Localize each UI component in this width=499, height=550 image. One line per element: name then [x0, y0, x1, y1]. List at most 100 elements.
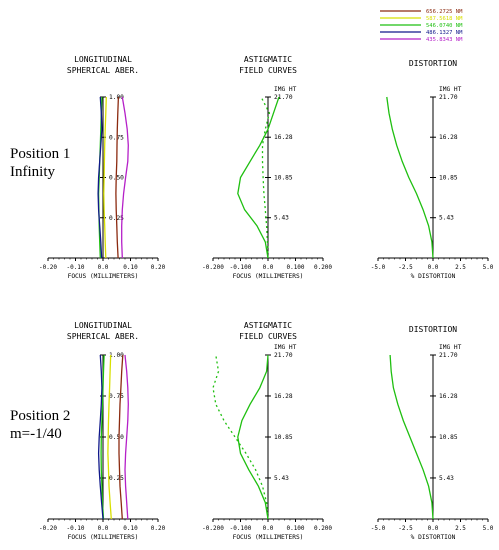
x-tick-label: -5.0	[371, 525, 386, 532]
x-tick-label: -0.100	[230, 525, 252, 532]
series-line-2	[103, 96, 107, 259]
series-line-1	[118, 354, 124, 520]
series-line-5	[124, 354, 129, 520]
series-line-3	[100, 354, 105, 520]
chart-title: DISTORTION	[409, 59, 457, 68]
series-line-5	[121, 96, 129, 259]
x-tick-label: 5.0	[483, 525, 494, 532]
series-line-1	[389, 354, 434, 520]
y-axis-title: IMG HT	[274, 344, 297, 351]
x-tick-label: 0.100	[286, 525, 304, 532]
y-tick-label: 10.85	[439, 175, 458, 182]
y-tick-label: 10.85	[274, 434, 293, 441]
y-tick-label: 16.28	[274, 393, 293, 400]
chart-title: LONGITUDINAL	[74, 55, 132, 64]
y-tick-label: 5.43	[439, 215, 454, 222]
x-tick-label: -0.200	[202, 525, 224, 532]
x-axis-label: % DISTORTION	[411, 534, 456, 541]
chart-panel-2: ASTIGMATIC FIELD CURVES -0.200 -0.100 0.0 0.1…	[202, 55, 332, 280]
chart-title: LONGITUDINAL	[74, 321, 132, 330]
x-tick-label: 0.0	[98, 525, 109, 532]
y-tick-label: 10.85	[439, 434, 458, 441]
series-line-2	[212, 354, 269, 520]
series-line-1	[386, 96, 434, 259]
x-tick-label: -2.5	[398, 525, 413, 532]
x-axis-label: FOCUS (MILLIMETERS)	[233, 534, 304, 541]
chart-panel-5: ASTIGMATIC FIELD CURVES -0.200 -0.100 0.0 0.1…	[202, 321, 332, 541]
series-line-4	[97, 354, 104, 520]
y-tick-label: 0.25	[109, 475, 124, 482]
x-tick-label: -0.200	[202, 264, 224, 271]
legend-label: 656.2725 NM	[426, 9, 463, 15]
row-2-label-line2: m=-1/40	[10, 426, 62, 442]
legend-label: 435.8343 NM	[426, 37, 463, 43]
y-tick-label: 16.28	[439, 393, 458, 400]
x-tick-label: -0.10	[66, 525, 84, 532]
chart-panel-3: DISTORTION -5.0 -2.5 0.0 2.5 5.0 % DISTORTION 2…	[371, 59, 494, 280]
y-tick-label: 21.70	[439, 352, 458, 359]
x-tick-label: 0.0	[263, 264, 274, 271]
series-line-1	[237, 354, 269, 520]
y-tick-label: 5.43	[274, 475, 289, 482]
chart-title: ASTIGMATIC	[244, 321, 292, 330]
x-tick-label: 2.5	[455, 525, 466, 532]
row-2-label-line1: Position 2	[10, 408, 70, 424]
x-tick-label: 0.20	[151, 264, 166, 271]
x-axis-label: FOCUS (MILLIMETERS)	[68, 534, 139, 541]
chart-title-line2: SPHERICAL ABER.	[67, 332, 139, 341]
x-axis-label: FOCUS (MILLIMETERS)	[68, 273, 139, 280]
x-tick-label: 0.0	[263, 525, 274, 532]
y-tick-label: 1.00	[109, 94, 124, 101]
y-tick-label: 0.50	[109, 434, 124, 441]
x-tick-label: -2.5	[398, 264, 413, 271]
y-tick-label: 1.00	[109, 352, 124, 359]
x-tick-label: 0.100	[286, 264, 304, 271]
x-tick-label: 5.0	[483, 264, 494, 271]
chart-panel-6: DISTORTION -5.0 -2.5 0.0 2.5 5.0 % DISTORTION 2…	[371, 325, 494, 541]
x-tick-label: -0.20	[39, 525, 57, 532]
row-1-label-line2: Infinity	[10, 164, 55, 180]
x-tick-label: 0.10	[123, 264, 138, 271]
x-tick-label: 0.200	[314, 525, 332, 532]
chart-title: DISTORTION	[409, 325, 457, 334]
row-1-label-line1: Position 1	[10, 146, 70, 162]
row-labels: Position 1 Infinity Position 2 m=-1/40	[10, 146, 70, 442]
x-axis-label: % DISTORTION	[411, 273, 456, 280]
y-tick-label: 21.70	[439, 94, 458, 101]
chart-panel-4: LONGITUDINAL SPHERICAL ABER. -0.20 -0.10 0.0…	[39, 321, 166, 541]
x-axis-label: FOCUS (MILLIMETERS)	[233, 273, 304, 280]
legend-label: 546.0740 NM	[426, 23, 463, 29]
y-tick-label: 16.28	[439, 134, 458, 141]
legend-label: 486.1327 NM	[426, 30, 463, 36]
x-tick-label: 0.10	[123, 525, 138, 532]
chart-panels: LONGITUDINAL SPHERICAL ABER. -0.20 -0.10 0.0…	[39, 55, 494, 541]
y-tick-label: 21.70	[274, 94, 293, 101]
series-line-2	[107, 354, 112, 520]
y-axis-title: IMG HT	[274, 86, 297, 93]
x-tick-label: 0.0	[98, 264, 109, 271]
x-tick-label: 0.0	[428, 525, 439, 532]
series-line-1	[237, 96, 280, 259]
x-tick-label: 0.20	[151, 525, 166, 532]
series-line-4	[97, 96, 103, 259]
chart-title-line2: SPHERICAL ABER.	[67, 66, 139, 75]
series-line-2	[260, 96, 271, 259]
x-tick-label: 0.0	[428, 264, 439, 271]
y-axis-title: IMG HT	[439, 344, 462, 351]
x-tick-label: 0.200	[314, 264, 332, 271]
x-tick-label: -0.100	[230, 264, 252, 271]
x-tick-label: -5.0	[371, 264, 386, 271]
chart-panel-1: LONGITUDINAL SPHERICAL ABER. -0.20 -0.10 0.0…	[39, 55, 166, 280]
chart-title-line2: FIELD CURVES	[239, 66, 297, 75]
y-tick-label: 21.70	[274, 352, 293, 359]
legend-label: 587.5618 NM	[426, 16, 463, 22]
series-line-1	[115, 96, 120, 259]
y-axis-title: IMG HT	[439, 86, 462, 93]
chart-title-line2: FIELD CURVES	[239, 332, 297, 341]
x-tick-label: 2.5	[455, 264, 466, 271]
chart-title: ASTIGMATIC	[244, 55, 292, 64]
x-tick-label: -0.10	[66, 264, 84, 271]
y-tick-label: 0.75	[109, 393, 124, 400]
